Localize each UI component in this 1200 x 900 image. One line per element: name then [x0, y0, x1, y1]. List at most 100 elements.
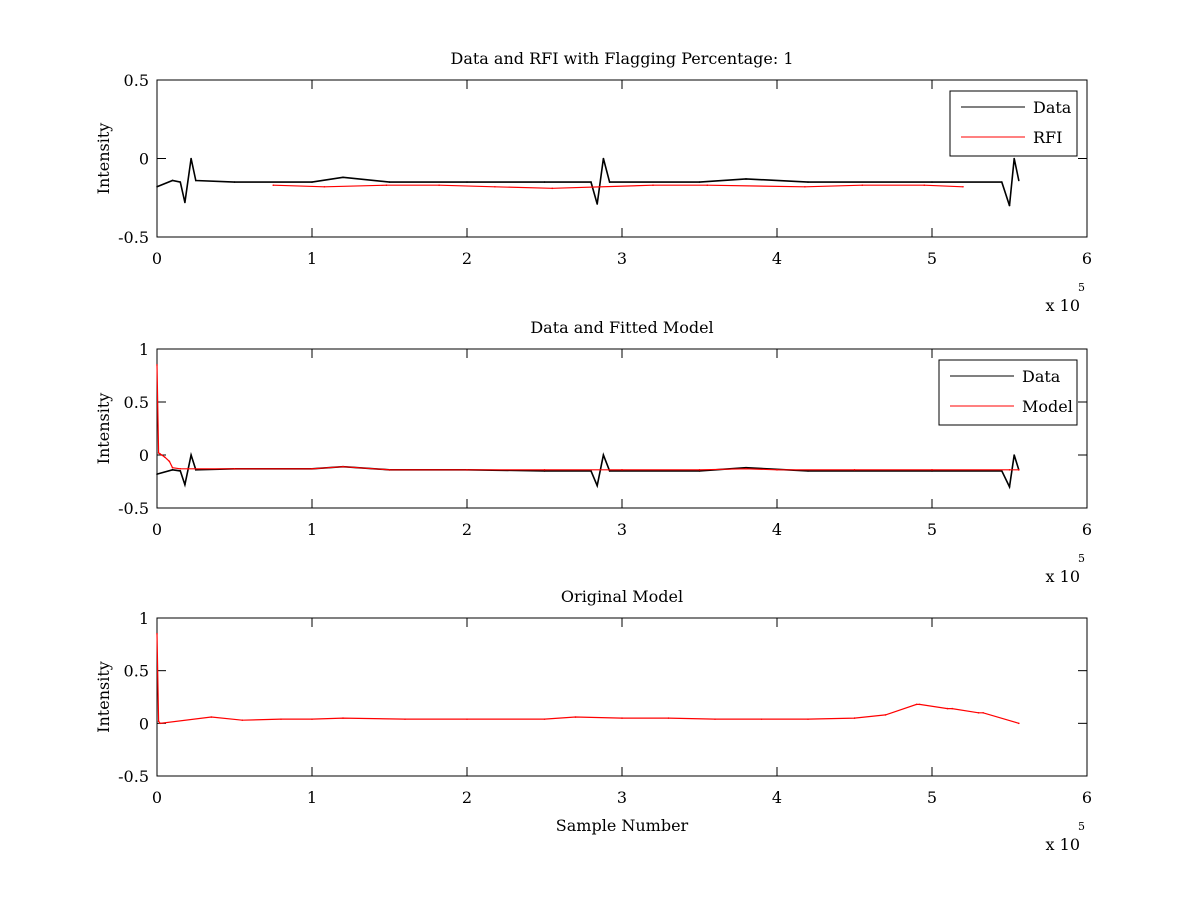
legend-entry: RFI [1033, 128, 1062, 147]
data-point [233, 181, 236, 183]
data-point [962, 185, 964, 188]
data-point [853, 717, 856, 719]
data-point [596, 203, 598, 205]
data-point [574, 716, 577, 718]
x-exponent-label: x 10 [1046, 835, 1080, 854]
x-tick-label: 4 [772, 520, 782, 539]
data-point [190, 157, 192, 160]
data-point [156, 473, 158, 475]
x-tick-label: 1 [307, 249, 317, 268]
chart-title: Data and RFI with Flagging Percentage: 1 [450, 49, 793, 68]
data-point [157, 452, 160, 454]
y-tick-label: 1 [139, 340, 149, 359]
x-exponent-power: 5 [1078, 820, 1085, 833]
data-point [311, 467, 313, 470]
data-point [157, 720, 160, 723]
data-point [272, 184, 275, 186]
x-tick-label: 6 [1082, 788, 1092, 807]
data-point [608, 181, 611, 183]
data-point [171, 469, 174, 471]
data-point [233, 467, 236, 470]
legend: Data Model [938, 359, 1078, 426]
data-point [551, 187, 554, 190]
series-line-data [156, 451, 1020, 490]
data-point [194, 179, 197, 182]
data-point [931, 469, 933, 471]
data-point [1013, 157, 1015, 160]
data-point [171, 179, 174, 182]
x-tick-label: 1 [307, 788, 317, 807]
data-point [184, 201, 186, 204]
y-tick-label: -0.5 [118, 228, 149, 247]
data-point [608, 470, 611, 472]
data-point [760, 718, 763, 720]
data-point [1018, 722, 1020, 725]
x-tick-label: 0 [152, 788, 162, 807]
y-tick-label: 1 [139, 609, 149, 628]
series-line-model [156, 633, 1019, 724]
data-point [179, 467, 182, 470]
x-exponent-label: x 10 [1046, 567, 1080, 586]
data-point [494, 185, 496, 188]
chart-panel-2: Data and Fitted Model Intensity 0 1 2 3 4 5 6 -0.… [94, 318, 1092, 586]
data-point [184, 483, 186, 486]
data-point [159, 722, 161, 725]
chart-title: Data and Fitted Model [530, 318, 713, 337]
y-axis-label: Intensity [94, 393, 113, 465]
data-point [171, 466, 174, 469]
series-line-data [156, 158, 1020, 206]
x-exponent-power: 5 [1078, 281, 1085, 294]
plot-area [156, 617, 1088, 777]
plot-area [156, 79, 1088, 238]
y-axis-label: Intensity [94, 123, 113, 195]
data-point [698, 469, 701, 471]
data-point [404, 718, 406, 720]
data-point [1013, 454, 1015, 456]
data-point [342, 717, 344, 719]
data-point [667, 717, 670, 719]
x-tick-label: 0 [152, 249, 162, 268]
data-point [1018, 469, 1020, 471]
data-point [543, 718, 546, 720]
x-tick-label: 6 [1082, 249, 1092, 268]
data-point [590, 470, 592, 472]
data-point [156, 185, 158, 188]
legend-box [938, 359, 1078, 426]
x-tick-label: 0 [152, 520, 162, 539]
data-point [918, 703, 921, 706]
data-point [706, 184, 709, 186]
data-point [543, 181, 546, 183]
data-point [1008, 204, 1011, 207]
data-point [543, 469, 546, 471]
y-tick-label: 0 [139, 714, 149, 733]
y-tick-label: 0.5 [124, 662, 149, 681]
data-point [323, 185, 326, 188]
data-point [807, 718, 809, 720]
x-tick-label: 2 [462, 249, 472, 268]
data-point [342, 465, 344, 468]
data-point [241, 719, 244, 721]
data-point [1000, 470, 1003, 472]
data-point [884, 714, 887, 716]
data-point [466, 181, 468, 183]
data-point [602, 454, 605, 456]
data-point [1008, 486, 1011, 488]
chart-title: Original Model [561, 587, 683, 606]
data-point [187, 467, 189, 470]
x-tick-label: 5 [927, 249, 937, 268]
chart-panel-3: Original Model Intensity Sample Number 0 1 2 3… [94, 587, 1092, 854]
y-axis-label: Intensity [94, 661, 113, 733]
data-point [342, 176, 344, 179]
data-point [621, 469, 623, 471]
data-point [853, 469, 856, 471]
x-tick-label: 4 [772, 788, 782, 807]
data-point [590, 181, 592, 183]
y-tick-label: 0 [139, 446, 149, 465]
x-tick-label: 6 [1082, 520, 1092, 539]
data-point [621, 717, 623, 719]
x-tick-label: 3 [617, 249, 627, 268]
data-point [1000, 181, 1003, 183]
data-point [861, 184, 864, 186]
data-point [923, 184, 926, 186]
data-point [1018, 179, 1020, 182]
